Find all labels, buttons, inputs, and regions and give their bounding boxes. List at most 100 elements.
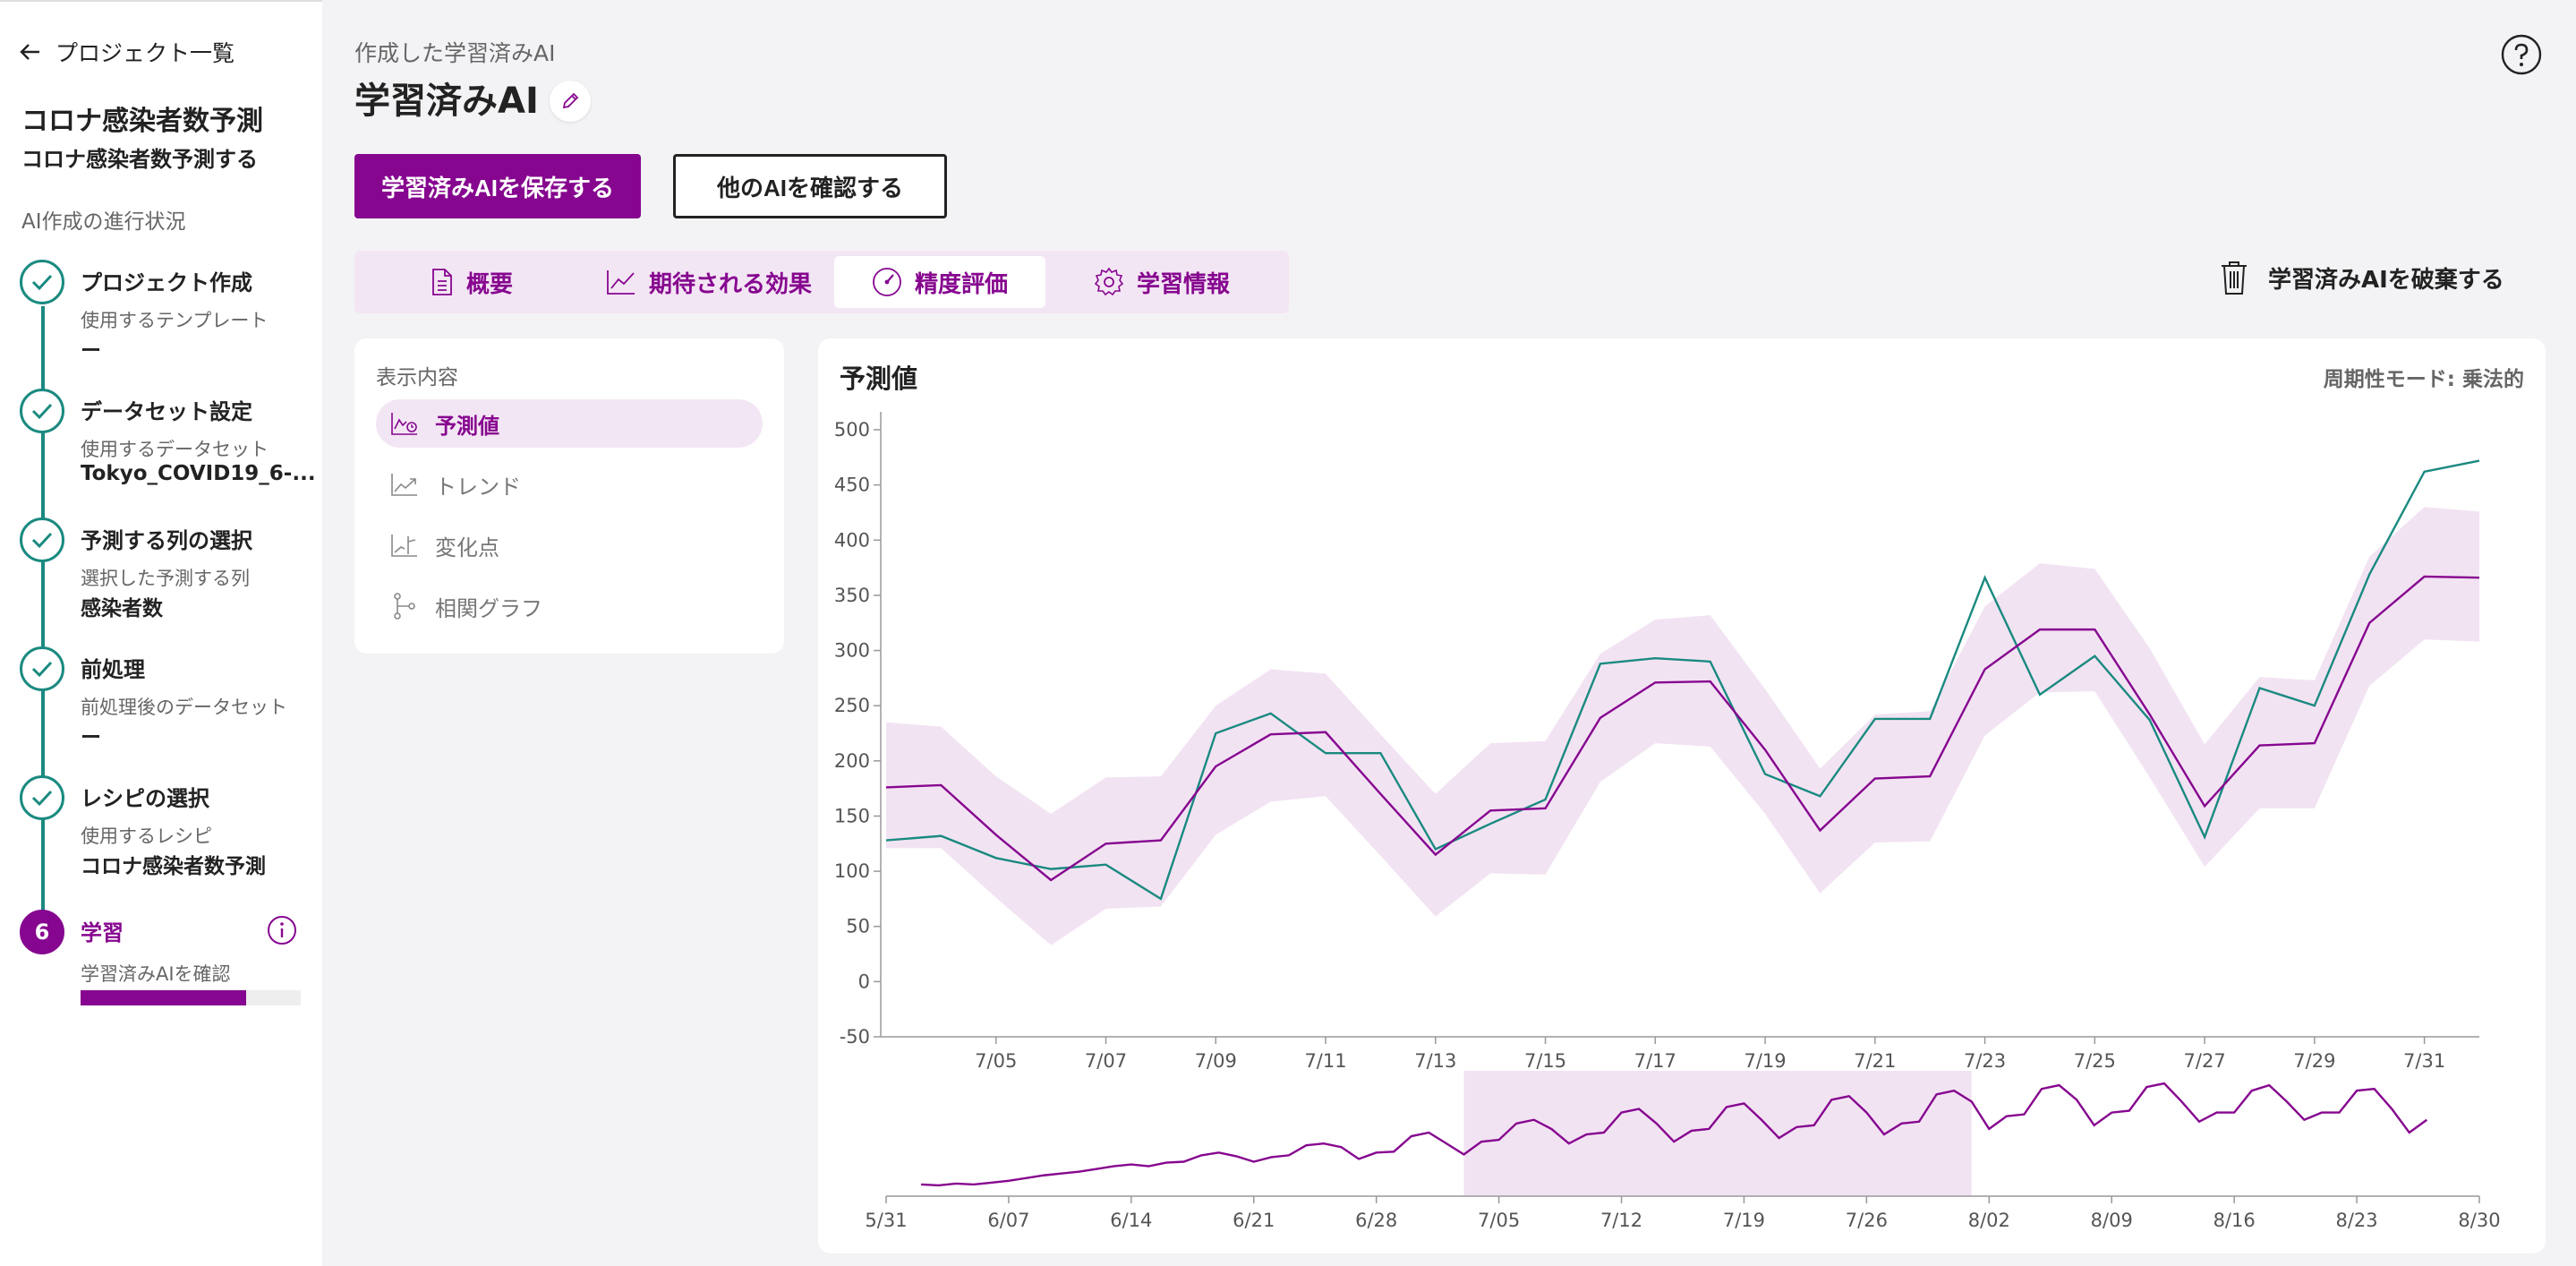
info-icon[interactable] (267, 915, 297, 945)
y-tick-label: -50 (840, 1026, 870, 1048)
gear-icon (1094, 267, 1124, 296)
navigator-tick-label: 7/19 (1723, 1210, 1765, 1231)
navigator-tick-label: 8/16 (2213, 1210, 2256, 1231)
check-icon (20, 260, 64, 304)
chart-panel: -50 0 50 100 150 200 250 300 350 400 450 500 7/05 7/0… (818, 338, 2546, 1253)
check-icon (20, 518, 64, 562)
x-tick-label: 7/15 (1524, 1050, 1566, 1072)
tab-training-info[interactable]: 学習情報 (1045, 256, 1278, 308)
x-tick-label: 7/09 (1195, 1050, 1237, 1072)
trash-icon (2222, 261, 2247, 295)
x-tick-label: 7/07 (1085, 1050, 1127, 1072)
step-label: 学習済みAIを確認 (81, 963, 231, 985)
x-tick-label: 7/23 (1964, 1050, 2006, 1072)
y-tick-label: 400 (834, 529, 870, 551)
menu-item-correlation[interactable]: 相関グラフ (376, 582, 763, 630)
navigator-tick-label: 6/28 (1355, 1210, 1397, 1231)
navigator-tick-label: 8/09 (2091, 1210, 2133, 1231)
tab-expected-effect[interactable]: 期待される効果 (584, 256, 834, 308)
x-tick-label: 7/29 (2293, 1050, 2335, 1072)
back-link[interactable]: プロジェクト一覧 (20, 36, 235, 68)
navigator-selection (1463, 1071, 1972, 1196)
step-value: ー (81, 726, 101, 749)
training-progress-fill (81, 990, 246, 1005)
step-title: 学習 (81, 920, 124, 945)
progress-label: AI作成の進行状況 (21, 210, 186, 234)
step-title: 予測する列の選択 (81, 528, 252, 553)
correlation-graph-icon (394, 593, 415, 620)
gauge-icon (873, 268, 901, 296)
step-title: プロジェクト作成 (81, 270, 252, 295)
y-tick-label: 50 (846, 916, 870, 937)
x-tick-label: 7/25 (2074, 1050, 2116, 1072)
menu-item-label: 相関グラフ (435, 595, 542, 621)
navigator-tick-label: 8/02 (1968, 1210, 2010, 1231)
page-title: 学習済みAI (354, 81, 539, 122)
progress-line (41, 306, 45, 915)
navigator-series-line (921, 1082, 2428, 1187)
back-link-label: プロジェクト一覧 (55, 40, 235, 66)
step-label: 使用するテンプレート (81, 310, 269, 331)
document-icon (432, 269, 452, 295)
y-tick-label: 350 (834, 585, 870, 606)
tab-accuracy[interactable]: 精度評価 (834, 256, 1045, 308)
discard-ai-button[interactable]: 学習済みAIを破棄する (2220, 260, 2504, 295)
x-tick-label: 7/27 (2184, 1050, 2226, 1072)
navigator-tick-label: 6/07 (987, 1210, 1029, 1231)
chart-title: 予測値 (840, 364, 918, 394)
navigator-tick-label: 8/23 (2335, 1210, 2377, 1231)
display-content-panel: 表示内容 予測値 トレンド 変化点 相関グラフ (354, 338, 784, 654)
step-value: Tokyo_COVID19_6-... (81, 462, 316, 485)
forecast-chart[interactable]: -50 0 50 100 150 200 250 300 350 400 450 500 7/05 7/0… (818, 338, 2546, 1253)
navigator-tick-label: 6/14 (1110, 1210, 1152, 1231)
step-title: レシピの選択 (81, 786, 209, 811)
view-other-ai-button[interactable]: 他のAIを確認する (673, 154, 947, 218)
y-tick-label: 100 (834, 860, 870, 882)
x-tick-label: 7/13 (1414, 1050, 1456, 1072)
step-title: データセット設定 (81, 399, 252, 424)
x-tick-label: 7/31 (2403, 1050, 2445, 1072)
y-tick-label: 250 (834, 695, 870, 716)
y-tick-label: 450 (834, 475, 870, 496)
confidence-band (886, 507, 2479, 945)
y-tick-label: 300 (834, 640, 870, 662)
tab-overview[interactable]: 概要 (360, 256, 584, 308)
x-tick-label: 7/11 (1304, 1050, 1346, 1072)
tab-label: 精度評価 (914, 270, 1008, 298)
check-icon (20, 389, 64, 433)
check-icon (20, 775, 64, 820)
menu-item-changepoint[interactable]: 変化点 (376, 521, 763, 569)
help-icon[interactable] (2501, 34, 2542, 75)
tab-label: 概要 (465, 270, 513, 298)
save-ai-button[interactable]: 学習済みAIを保存する (354, 154, 641, 218)
x-tick-label: 7/19 (1744, 1050, 1786, 1072)
step-label: 前処理後のデータセット (81, 697, 287, 718)
project-subtitle: コロナ感染者数予測する (21, 147, 258, 172)
check-icon (20, 646, 64, 691)
menu-item-trend[interactable]: トレンド (376, 460, 763, 509)
y-tick-label: 150 (834, 805, 870, 826)
changepoint-chart-icon (391, 535, 417, 557)
project-title: コロナ感染者数予測 (21, 106, 263, 137)
sidebar: プロジェクト一覧 コロナ感染者数予測 コロナ感染者数予測する AI作成の進行状況… (0, 0, 322, 1266)
step-value: 感染者数 (81, 597, 163, 620)
navigator-tick-label: 5/31 (865, 1210, 907, 1231)
tab-label: 学習情報 (1136, 270, 1230, 298)
discard-label: 学習済みAIを破棄する (2268, 266, 2504, 294)
y-tick-label: 500 (834, 419, 870, 441)
menu-item-prediction[interactable]: 予測値 (376, 399, 763, 448)
prediction-chart-icon (391, 413, 417, 435)
edit-title-button[interactable] (550, 81, 591, 122)
y-tick-label: 200 (834, 750, 870, 772)
tab-label: 期待される効果 (648, 270, 812, 298)
step-label: 使用するデータセット (81, 439, 269, 460)
trend-chart-icon (391, 474, 417, 496)
x-tick-label: 7/05 (975, 1050, 1017, 1072)
navigator-tick-label: 7/26 (1846, 1210, 1888, 1231)
panel-title: 表示内容 (376, 366, 458, 389)
prediction-series-line (885, 575, 2480, 882)
menu-item-label: トレンド (435, 474, 521, 500)
training-progress-bar (81, 990, 301, 1005)
y-tick-label: 0 (858, 971, 870, 992)
x-tick-label: 7/17 (1634, 1050, 1676, 1072)
